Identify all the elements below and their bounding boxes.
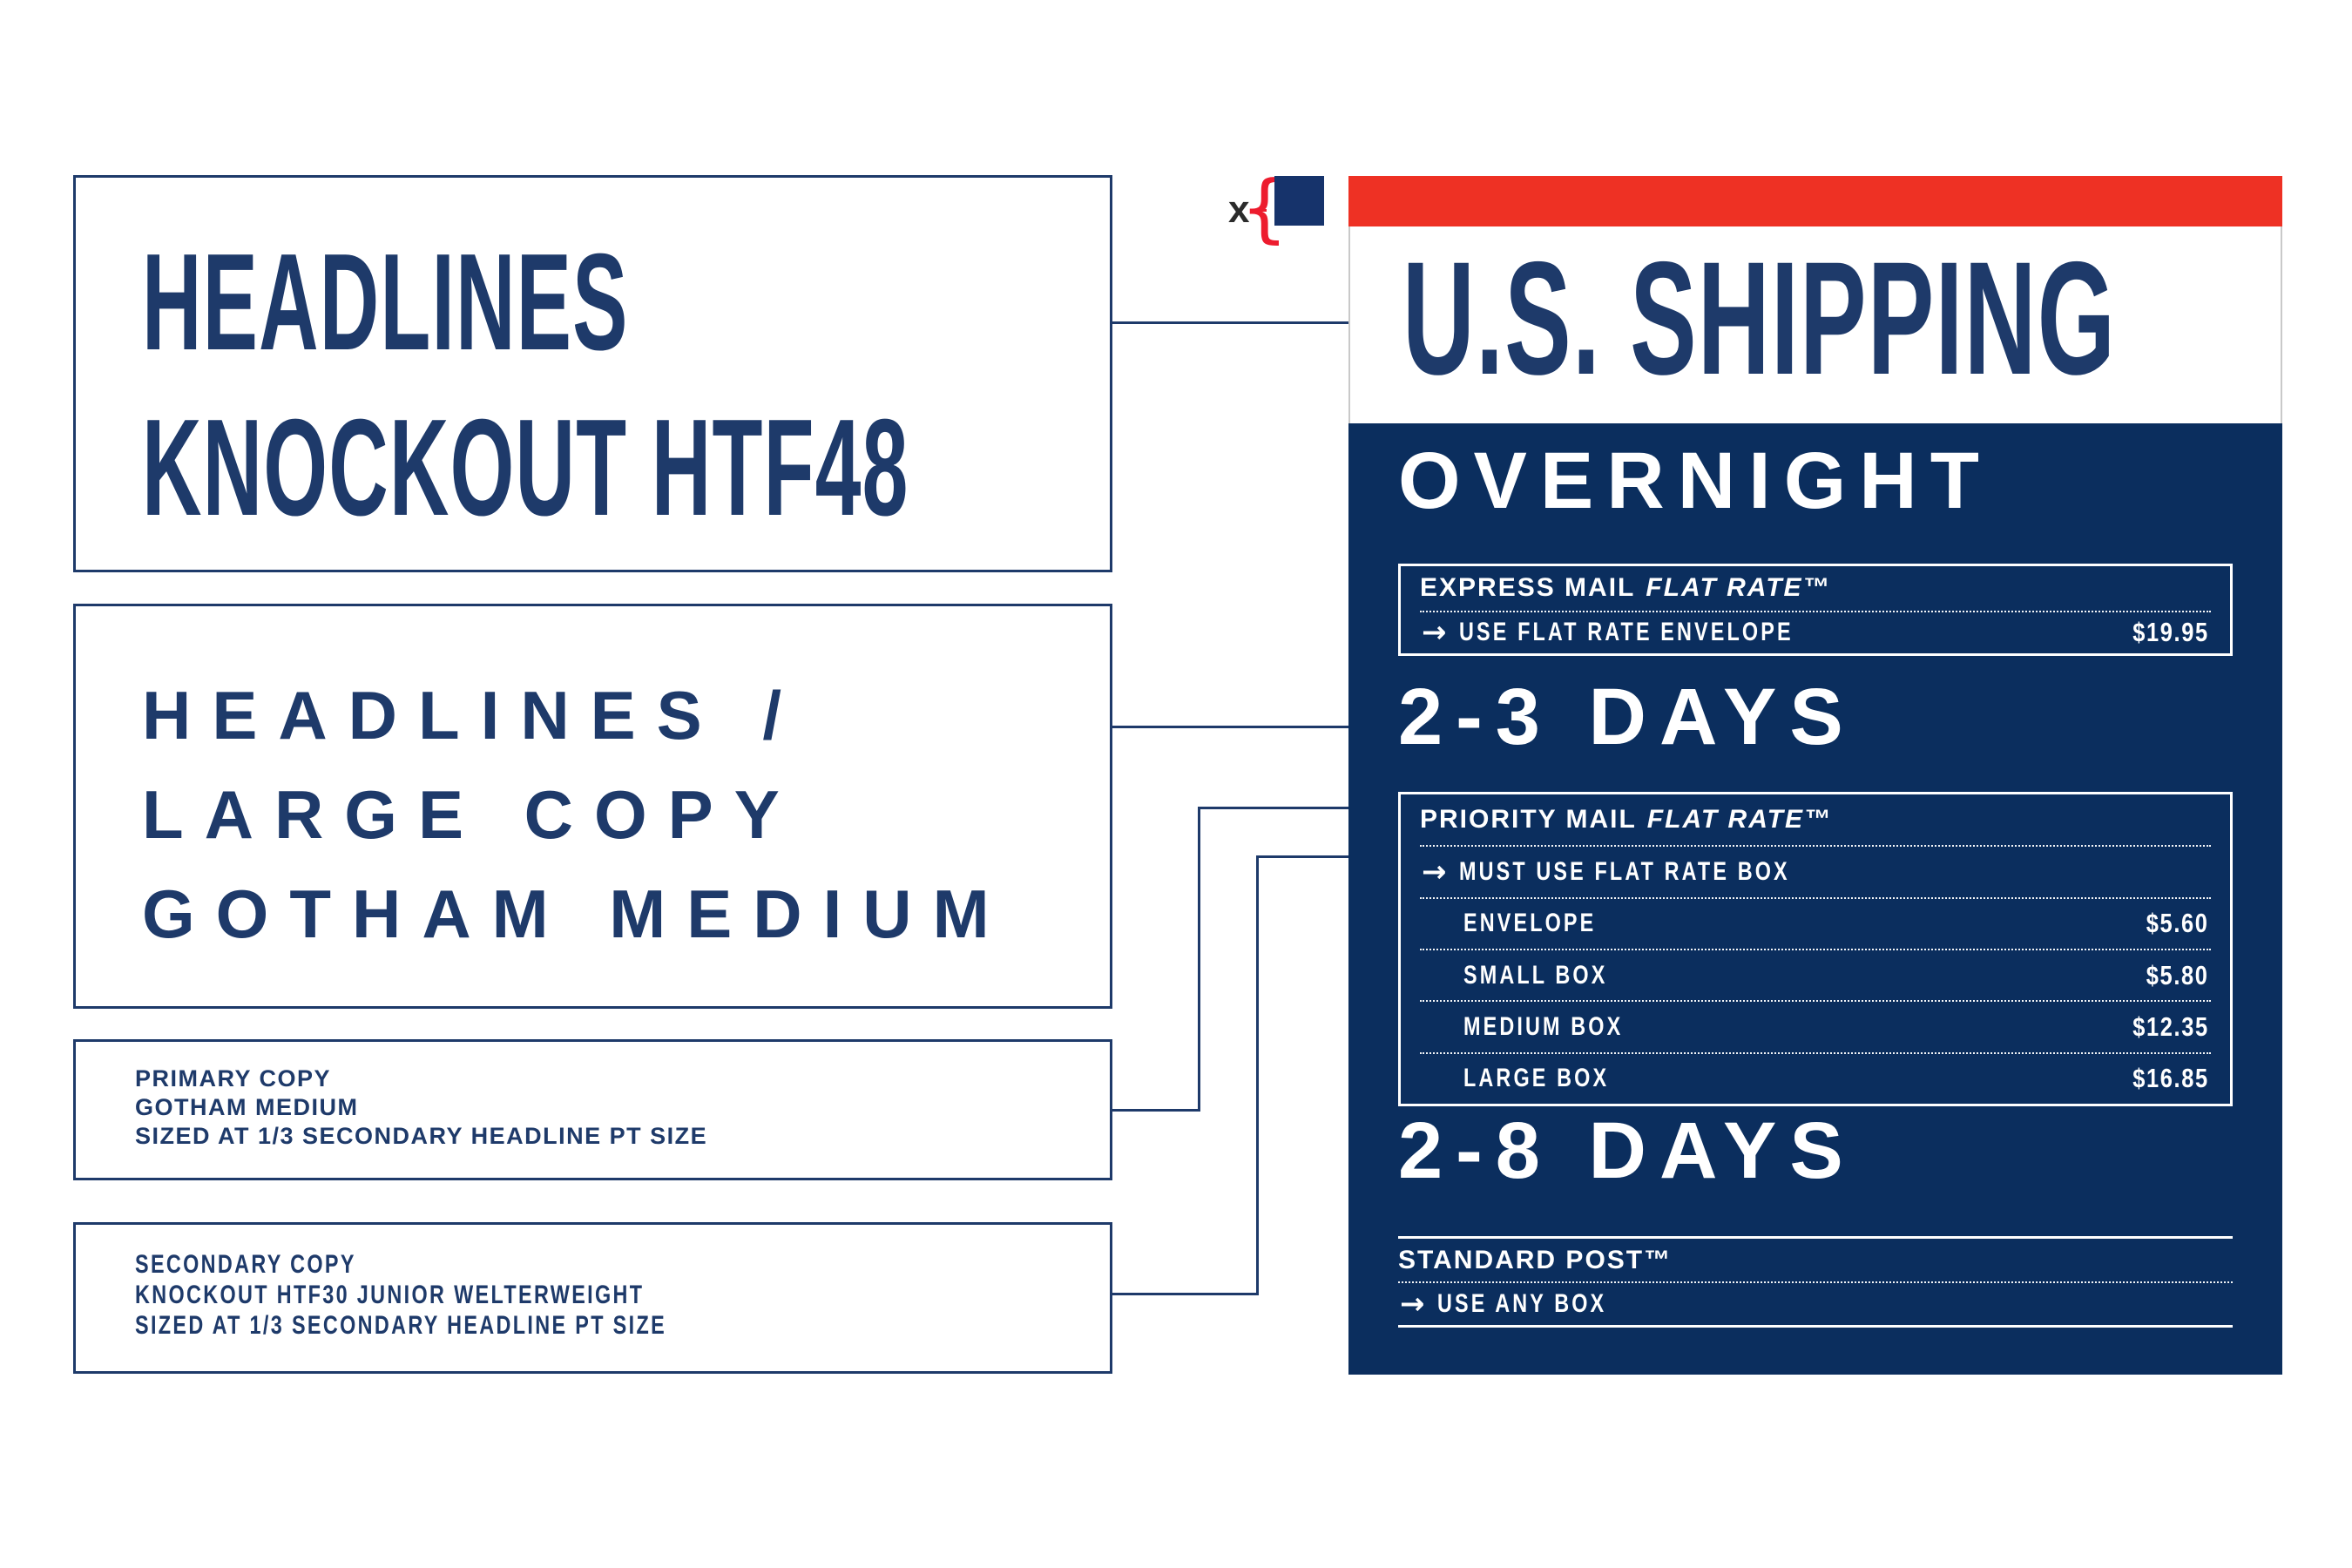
priority-mail-box: PRIORITY MAIL FLAT RATE™ MUST USE FLAT R…: [1398, 792, 2233, 1106]
service-name: STANDARD POST™: [1398, 1245, 1673, 1274]
rate-label: SMALL BOX: [1463, 960, 1608, 990]
service-name: PRIORITY MAIL: [1420, 805, 1637, 835]
standard-post-section: STANDARD POST™ USE ANY BOX: [1398, 1236, 2233, 1328]
connector-headline: [1112, 321, 1348, 324]
service-flat-rate-label: FLAT RATE™: [1646, 573, 1831, 603]
large-copy-spec-box: HEADLINES / LARGE COPY GOTHAM MEDIUM: [73, 604, 1112, 1009]
arrow-icon: [1400, 1289, 1425, 1319]
secondary-copy-spec-line: KNOCKOUT HTF30 JUNIOR WELTERWEIGHT: [135, 1281, 645, 1309]
sign-rates-panel: OVERNIGHT EXPRESS MAIL FLAT RATE™ USE FL…: [1348, 423, 2282, 1375]
primary-copy-spec-line: GOTHAM MEDIUM: [135, 1094, 359, 1120]
connector-primary-copy-h1: [1112, 1109, 1200, 1112]
rate-row: ENVELOPE $5.60: [1420, 896, 2211, 949]
rate-row: USE ANY BOX: [1398, 1281, 2233, 1325]
connector-secondary-copy-v: [1256, 855, 1259, 1295]
express-mail-box: EXPRESS MAIL FLAT RATE™ USE FLAT RATE EN…: [1398, 564, 2233, 656]
headline-spec-box: HEADLINES KNOCKOUT HTF48: [73, 175, 1112, 572]
secondary-copy-spec-line: SIZED AT 1/3 SECONDARY HEADLINE PT SIZE: [135, 1311, 667, 1340]
rate-note: MUST USE FLAT RATE BOX: [1458, 856, 1790, 886]
connector-secondary-copy-h1: [1112, 1293, 1259, 1295]
rate-row: LARGE BOX $16.85: [1420, 1051, 2211, 1104]
overnight-heading: OVERNIGHT: [1398, 436, 1992, 525]
secondary-copy-spec-line: SECONDARY COPY: [135, 1250, 356, 1279]
express-mail-title: EXPRESS MAIL FLAT RATE™: [1401, 566, 2230, 611]
rate-label: MEDIUM BOX: [1463, 1012, 1624, 1041]
rate-price: $5.80: [2146, 959, 2209, 990]
connector-large-copy: [1112, 726, 1348, 728]
rate-label: USE FLAT RATE ENVELOPE: [1458, 618, 1794, 647]
rate-price: $19.95: [2132, 617, 2209, 648]
service-flat-rate-label: FLAT RATE™: [1646, 805, 1832, 835]
secondary-copy-spec-box: SECONDARY COPY KNOCKOUT HTF30 JUNIOR WEL…: [73, 1222, 1112, 1374]
connector-primary-copy-h2: [1198, 807, 1348, 809]
rate-note: USE ANY BOX: [1436, 1289, 1606, 1319]
measure-tick: [1254, 209, 1267, 212]
rate-price: $5.60: [2146, 908, 2209, 939]
sign-title-band: U.S. SHIPPING: [1348, 226, 2282, 423]
rate-row: MEDIUM BOX $12.35: [1420, 1000, 2211, 1051]
arrow-icon: [1422, 618, 1447, 647]
connector-primary-copy-v: [1198, 807, 1200, 1112]
headline-spec-line: HEADLINES: [142, 226, 629, 379]
measure-square: [1274, 176, 1324, 226]
rate-label: LARGE BOX: [1463, 1064, 1610, 1093]
arrow-icon: [1422, 857, 1447, 887]
measure-x-label: x: [1228, 188, 1250, 231]
rate-price: $16.85: [2132, 1063, 2209, 1094]
headline-spec-line: KNOCKOUT HTF48: [142, 391, 909, 544]
service-name: EXPRESS MAIL: [1420, 573, 1636, 603]
large-copy-spec-line: HEADLINES /: [142, 677, 803, 754]
rate-row: USE FLAT RATE ENVELOPE $19.95: [1420, 610, 2211, 653]
shipping-sign: U.S. SHIPPING OVERNIGHT EXPRESS MAIL FLA…: [1348, 176, 2282, 1375]
primary-copy-spec-line: PRIMARY COPY: [135, 1065, 332, 1092]
days-2-8-heading: 2-8 DAYS: [1398, 1106, 1856, 1195]
priority-mail-title: PRIORITY MAIL FLAT RATE™: [1401, 794, 2230, 845]
days-2-3-heading: 2-3 DAYS: [1398, 672, 1856, 761]
standard-post-title: STANDARD POST™: [1398, 1239, 2233, 1281]
sign-red-bar: [1348, 176, 2282, 226]
large-copy-spec-line: GOTHAM MEDIUM: [142, 875, 1010, 952]
large-copy-spec-line: LARGE COPY: [142, 776, 801, 853]
rate-label: ENVELOPE: [1463, 909, 1597, 938]
connector-secondary-copy-h2: [1256, 855, 1348, 858]
primary-copy-spec-box: PRIMARY COPY GOTHAM MEDIUM SIZED AT 1/3 …: [73, 1039, 1112, 1180]
primary-copy-spec-line: SIZED AT 1/3 SECONDARY HEADLINE PT SIZE: [135, 1123, 708, 1149]
sign-title: U.S. SHIPPING: [1402, 229, 2117, 409]
rate-row: MUST USE FLAT RATE BOX: [1420, 845, 2211, 896]
rate-row: SMALL BOX $5.80: [1420, 948, 2211, 1000]
rate-price: $12.35: [2132, 1011, 2209, 1042]
